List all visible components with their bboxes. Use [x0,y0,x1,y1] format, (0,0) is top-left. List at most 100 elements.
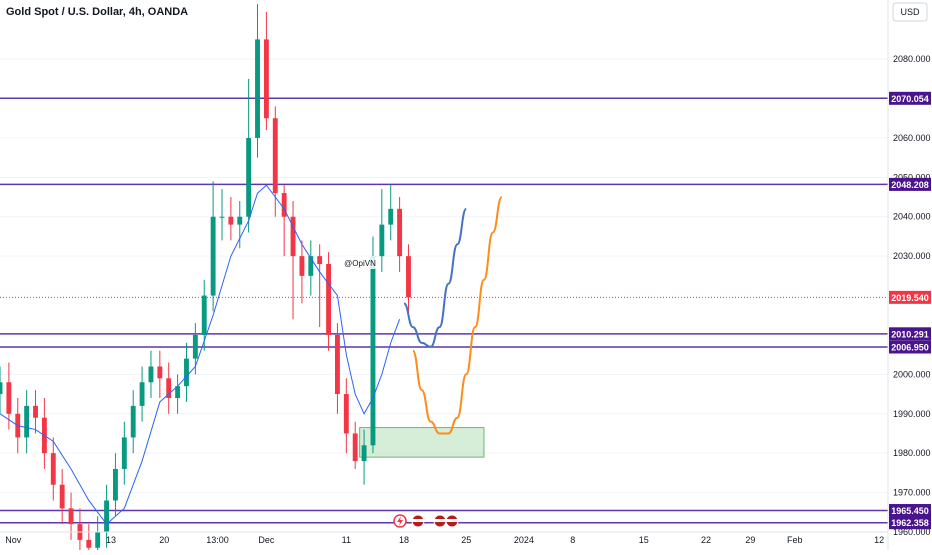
candle-body-14[interactable] [121,437,127,469]
time-tick-11: 22 [701,535,711,545]
level-badge-5 [889,516,931,530]
candle-body-12[interactable] [104,500,110,532]
price-tick-1: 1970.000 [893,488,931,498]
candle-body-26[interactable] [228,216,234,225]
level-badge-label-3: 2006.950 [891,342,929,352]
price-axis[interactable]: 1960.000 1970.000 1980.000 1990.000 2000.000… [893,54,931,537]
time-tick-1: 13 [106,535,116,545]
candle-body-34[interactable] [299,256,305,276]
candle-body-37[interactable] [326,264,332,335]
time-tick-4: Dec [258,535,275,545]
candle-body-23[interactable] [201,295,207,335]
watermark-tag: @OpiVN [344,256,376,269]
orange-projection-curve[interactable] [411,196,503,435]
candle-body-22[interactable] [192,334,198,359]
level-badge-2 [889,327,931,341]
candle-body-38[interactable] [334,334,340,395]
price-tick-2: 1980.000 [893,448,931,458]
candle-body-6[interactable] [50,453,56,485]
time-tick-0: Nov [5,535,22,545]
candle-body-15[interactable] [130,405,136,438]
candle-body-13[interactable] [112,468,118,501]
candle-body-10[interactable] [86,539,92,548]
time-tick-7: 25 [461,535,471,545]
candle-body-18[interactable] [157,366,163,379]
candle-body-21[interactable] [184,358,189,387]
candle-body-42[interactable] [370,256,376,446]
candle-body-27[interactable] [237,216,243,225]
candle-body-29[interactable] [255,39,260,138]
time-tick-12: 29 [745,535,755,545]
candle-body-8[interactable] [68,508,74,525]
level-badge-label-1: 2048.208 [891,180,929,190]
time-tick-5: 11 [342,535,351,545]
candle-body-35[interactable] [308,256,314,276]
us-flag-stripe-icon-3 [446,519,458,522]
demand-zone-box[interactable] [359,427,485,458]
time-tick-10: 15 [639,535,649,545]
current-price-badge [889,290,931,304]
candle-body-30[interactable] [263,39,269,119]
candle-body-4[interactable] [33,405,38,418]
candle-body-36[interactable] [317,256,323,265]
candle-body-11[interactable] [95,532,101,548]
price-tick-6: 2040.000 [893,212,931,222]
us-flag-stripe-icon-2 [434,519,446,522]
time-axis[interactable]: Nov 13 20 13:00 Dec 11 18 25 2024 8 15 22 29 Feb 12 [0,531,888,545]
candle-body-0[interactable] [0,382,3,395]
candle-body-3[interactable] [24,405,30,438]
price-tick-5: 2030.000 [893,251,931,261]
candle-body-40[interactable] [352,433,358,462]
candle-body-17[interactable] [148,366,154,383]
candles-layer[interactable] [0,3,411,555]
time-tick-9: 8 [570,535,575,545]
moving-average-layer [0,184,401,525]
candle-body-24[interactable] [210,216,216,296]
candle-body-20[interactable] [175,386,181,399]
candle-body-44[interactable] [388,208,394,225]
currency-label: USD [900,7,920,17]
candle-body-16[interactable] [139,382,145,406]
levels-layer [0,97,888,524]
lightning-glyph-icon [397,516,403,526]
time-tick-8: 2024 [514,535,534,545]
price-tick-7: 2050.000 [893,172,931,182]
level-badge-label-5: 1962.358 [891,518,929,528]
time-tick-2: 20 [159,535,169,545]
moving-average-line [0,184,401,525]
price-tick-0: 1960.000 [893,527,931,537]
event-icons[interactable] [393,514,459,528]
chart-title: Gold Spot / U.S. Dollar, 4h, OANDA [6,6,188,18]
watermark-text: @OpiVN [344,259,376,268]
candle-body-33[interactable] [290,216,296,257]
price-tick-8: 2060.000 [893,133,931,143]
time-tick-3: 13:00 [206,535,229,545]
candle-body-32[interactable] [281,193,287,217]
candle-body-19[interactable] [166,378,172,399]
price-tick-9: 2080.000 [893,54,931,64]
time-tick-13: Feb [787,535,803,545]
level-badge-label-4: 1965.450 [891,506,929,516]
candle-body-1[interactable] [6,382,12,414]
level-badge-3 [889,340,931,354]
candle-body-41[interactable] [361,445,367,462]
zone-layer [359,427,485,458]
candle-body-39[interactable] [343,394,349,434]
candle-body-45[interactable] [397,208,403,257]
current-price-label: 2019.540 [891,293,929,303]
candle-body-25[interactable] [219,216,225,218]
candle-body-28[interactable] [246,137,252,217]
candle-body-31[interactable] [272,118,278,194]
candle-body-46[interactable] [406,256,411,298]
us-flag-stripe-icon [412,519,424,522]
level-badge-1 [889,177,931,191]
level-badge-label-0: 2070.054 [891,94,929,104]
candle-body-7[interactable] [59,484,65,509]
candle-body-43[interactable] [379,224,385,257]
grid-layer [0,58,888,533]
currency-selector[interactable]: USD [892,2,928,22]
blue-projection-curve[interactable] [403,207,468,348]
